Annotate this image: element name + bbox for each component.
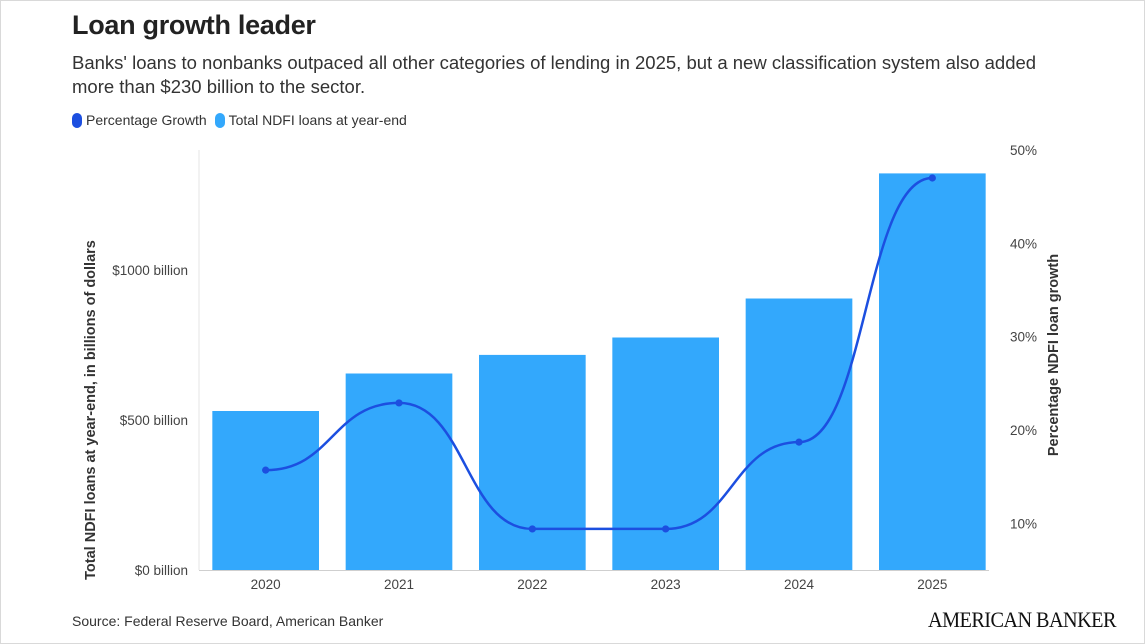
y-right-tick-label: 10% xyxy=(1010,516,1037,531)
y-left-tick-label: $500 billion xyxy=(120,413,188,428)
x-tick-label-2021: 2021 xyxy=(384,577,414,592)
legend-item-growth[interactable]: Percentage Growth xyxy=(72,112,207,128)
chart-title: Loan growth leader xyxy=(72,10,316,40)
brand-logo: AMERICAN BANKER xyxy=(928,607,1117,632)
growth-line xyxy=(264,176,934,531)
growth-point-2022 xyxy=(528,525,536,533)
bar-2022 xyxy=(479,354,586,570)
legend: Percentage Growth Total NDFI loans at ye… xyxy=(72,112,415,128)
y-right-tick-label: 50% xyxy=(1010,143,1037,158)
legend-label-total: Total NDFI loans at year-end xyxy=(228,112,407,128)
bar-2024 xyxy=(745,298,853,570)
x-tick-label-2023: 2023 xyxy=(651,577,681,592)
bar-2020 xyxy=(212,411,319,570)
y-right-tick-label: 40% xyxy=(1010,236,1037,251)
bar-2023 xyxy=(612,337,719,570)
x-tick-label-2020: 2020 xyxy=(251,577,281,592)
growth-point-2025 xyxy=(928,174,936,182)
y-right-axis-title: Percentage NDFI loan growth xyxy=(1046,254,1062,456)
y-right-tick-label: 30% xyxy=(1010,330,1037,345)
legend-swatch-growth xyxy=(72,112,82,128)
y-left-tick-label: $0 billion xyxy=(135,563,188,578)
x-tick-label-2022: 2022 xyxy=(517,577,547,592)
x-tick-label-2024: 2024 xyxy=(784,577,815,592)
source-note: Source: Federal Reserve Board, American … xyxy=(72,613,384,629)
legend-label-growth: Percentage Growth xyxy=(86,112,207,128)
x-tick-label-2025: 2025 xyxy=(917,577,947,592)
chart-subtitle: Banks' loans to nonbanks outpaced all ot… xyxy=(72,52,1037,97)
y-right-tick-label: 20% xyxy=(1010,423,1037,438)
y-left-axis-title: Total NDFI loans at year-end, in billion… xyxy=(83,240,99,580)
growth-point-2021 xyxy=(395,399,403,407)
legend-item-total[interactable]: Total NDFI loans at year-end xyxy=(214,112,407,128)
growth-point-2024 xyxy=(795,438,803,446)
y-left-tick-label: $1000 billion xyxy=(112,263,188,278)
growth-point-2023 xyxy=(662,525,670,533)
legend-swatch-total xyxy=(214,112,225,128)
bar-2025 xyxy=(879,173,986,570)
growth-point-2020 xyxy=(262,466,270,474)
